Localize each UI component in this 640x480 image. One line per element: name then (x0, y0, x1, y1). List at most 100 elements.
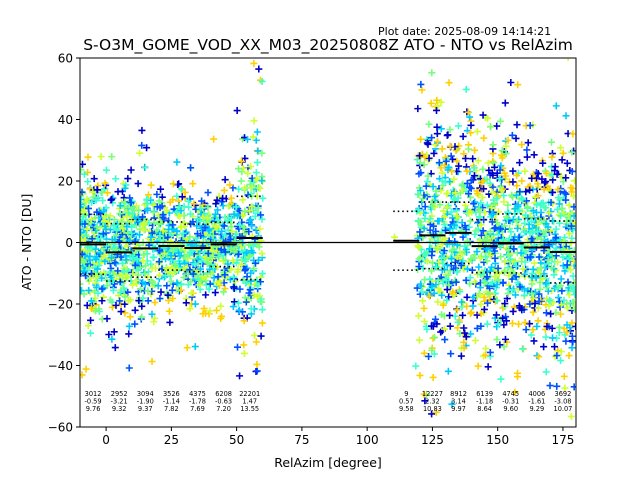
data-point (429, 334, 437, 342)
data-point (224, 260, 232, 268)
data-point (483, 201, 491, 209)
data-point (165, 307, 173, 315)
data-point (128, 223, 136, 231)
y-axis-label: ATO - NTO [DU] (19, 194, 34, 291)
data-point (504, 264, 512, 272)
data-point (528, 235, 536, 243)
data-point (156, 295, 164, 303)
data-point (127, 199, 135, 207)
bin-count: 4745 (502, 390, 519, 398)
data-point (244, 135, 252, 143)
data-point (568, 234, 576, 242)
bin-std: 9.58 (399, 405, 414, 413)
data-point (256, 184, 264, 192)
data-point (122, 252, 130, 260)
data-point (106, 268, 114, 276)
data-point (88, 215, 96, 223)
data-point (214, 253, 222, 261)
data-point (448, 400, 456, 408)
data-point (446, 142, 454, 150)
data-point (491, 199, 499, 207)
data-point (433, 138, 441, 146)
data-point (419, 297, 427, 305)
data-point (124, 218, 132, 226)
data-point (132, 202, 140, 210)
data-point (153, 190, 161, 198)
data-point (258, 250, 266, 258)
bin-count: 9 (404, 390, 408, 398)
bin-count: 4375 (189, 390, 206, 398)
data-point (486, 348, 494, 356)
data-point (425, 120, 433, 128)
data-point (443, 286, 451, 294)
data-point (501, 335, 509, 343)
data-point (414, 105, 422, 113)
data-point (477, 221, 485, 229)
data-point (523, 153, 531, 161)
data-point (521, 219, 529, 227)
bin-mean: 0.57 (399, 398, 414, 406)
data-point (234, 265, 242, 273)
data-point (470, 164, 478, 172)
data-point (504, 290, 512, 298)
data-point (557, 275, 565, 283)
data-point (490, 159, 498, 167)
data-point (528, 290, 536, 298)
data-point (494, 264, 502, 272)
data-point (562, 337, 570, 345)
data-point (157, 288, 165, 296)
data-point (258, 177, 266, 185)
bin-count: 8912 (450, 390, 467, 398)
data-point (496, 341, 504, 349)
data-point (428, 346, 436, 354)
data-point (416, 371, 424, 379)
data-point (155, 258, 163, 266)
bin-std: 9.76 (86, 405, 101, 413)
data-point (163, 290, 171, 298)
data-point (471, 278, 479, 286)
data-point (491, 254, 499, 262)
data-point (461, 201, 469, 209)
data-point (418, 86, 426, 94)
data-point (80, 228, 85, 236)
data-point (429, 322, 437, 330)
data-point (479, 177, 487, 185)
data-point (253, 128, 261, 136)
data-point (462, 155, 470, 163)
data-point (465, 210, 473, 218)
data-point (438, 311, 446, 319)
data-point (466, 113, 474, 121)
data-point (128, 217, 136, 225)
data-point (479, 111, 487, 119)
data-point (435, 258, 443, 266)
data-point (529, 294, 537, 302)
data-point (462, 333, 470, 341)
data-point (464, 108, 472, 116)
data-point (508, 319, 516, 327)
scatter-points (80, 58, 576, 420)
data-point (558, 287, 566, 295)
data-point (480, 185, 488, 193)
data-point (513, 191, 521, 199)
data-point (493, 122, 501, 130)
data-point (227, 244, 235, 252)
data-point (221, 271, 229, 279)
data-point (507, 228, 515, 236)
data-point (477, 199, 485, 207)
data-point (473, 128, 481, 136)
data-point (494, 193, 502, 201)
data-point (220, 222, 228, 230)
data-point (254, 282, 262, 290)
data-point (496, 117, 504, 125)
bin-mean: -3.21 (111, 398, 128, 406)
data-point (423, 325, 431, 333)
data-point (198, 197, 206, 205)
data-point (236, 372, 244, 380)
data-point (187, 289, 195, 297)
data-point (250, 117, 258, 125)
data-point (426, 226, 434, 234)
data-point (463, 179, 471, 187)
data-point (187, 210, 195, 218)
data-point (200, 305, 208, 313)
data-point (502, 142, 510, 150)
